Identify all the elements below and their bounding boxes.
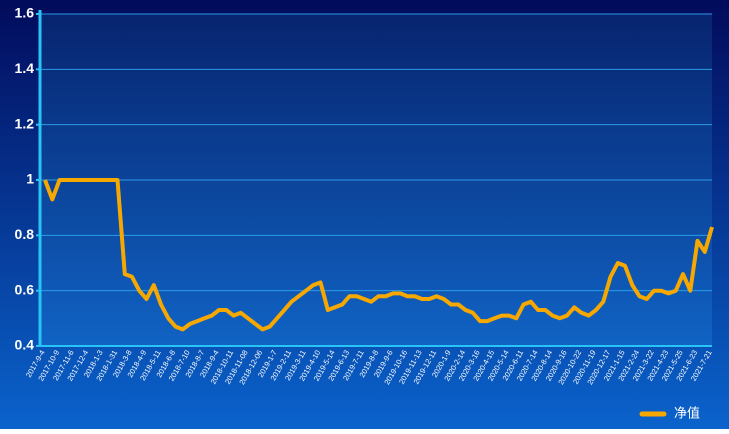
legend-label: 净值 <box>674 405 700 420</box>
y-tick-label: 0.6 <box>15 281 35 297</box>
y-tick-label: 1.2 <box>15 115 35 131</box>
y-tick-label: 1.6 <box>15 5 35 21</box>
line <box>43 178 714 332</box>
y-tick-label: 1 <box>26 171 34 187</box>
y-tick-label: 1.4 <box>15 60 35 76</box>
y-tick-label: 0.4 <box>15 337 35 353</box>
y-tick-label: 0.8 <box>15 226 35 242</box>
